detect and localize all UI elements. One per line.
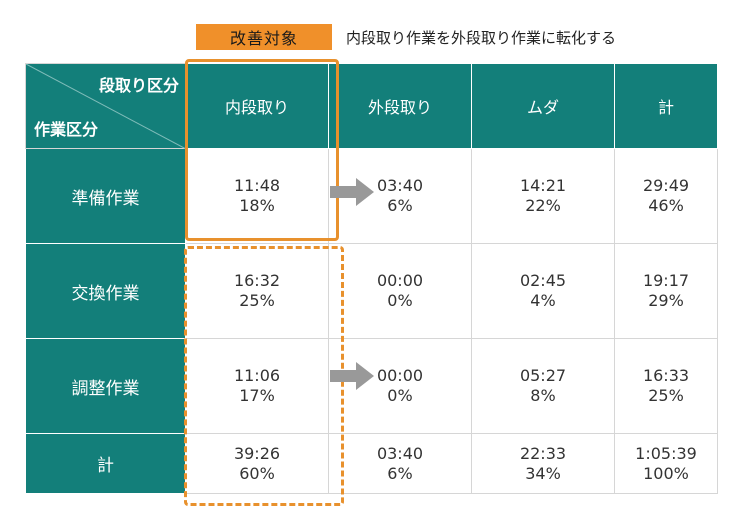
- table-cell: 14:21 22%: [471, 148, 615, 244]
- cell-time: 02:45: [519, 271, 567, 290]
- cell-time: 19:17: [642, 271, 690, 290]
- column-header-internal-setup: 内段取り: [185, 63, 329, 149]
- cell-percent: 34%: [525, 463, 561, 483]
- cell-percent: 46%: [648, 196, 684, 215]
- cell-time: 22:33: [519, 443, 567, 463]
- table-cell: 03:40 6%: [328, 433, 472, 494]
- table-cell: 39:26 60%: [185, 433, 329, 494]
- cell-percent: 17%: [239, 386, 275, 405]
- cell-time: 00:00: [376, 366, 424, 385]
- table-row-total: 計 39:26 60% 03:40 6% 22:33 34% 1:05:39 100%: [25, 433, 718, 494]
- cell-percent: 8%: [530, 386, 556, 405]
- table-row-preparation: 準備作業 11:48 18% 03:40 6% 14:21 22% 29:49 46%: [25, 148, 718, 244]
- corner-diagonal-line: [26, 64, 186, 149]
- improvement-target-label: 改善対象: [196, 24, 332, 50]
- corner-top-label: 段取り区分: [98, 76, 179, 95]
- cell-percent: 0%: [387, 291, 413, 310]
- table-row-exchange: 交換作業 16:32 25% 00:00 0% 02:45 4% 19:17 29%: [25, 243, 718, 339]
- cell-time: 29:49: [642, 176, 690, 195]
- table-cell: 03:40 6%: [328, 148, 472, 244]
- cell-percent: 6%: [387, 463, 413, 483]
- row-header-preparation: 準備作業: [25, 148, 186, 244]
- cell-time: 11:06: [233, 366, 281, 385]
- cell-percent: 25%: [239, 291, 275, 310]
- cell-time: 05:27: [519, 366, 567, 385]
- table-cell: 00:00 0%: [328, 338, 472, 434]
- table-cell: 16:33 25%: [614, 338, 718, 434]
- cell-time: 39:26: [233, 443, 281, 463]
- table-cell: 19:17 29%: [614, 243, 718, 339]
- column-header-waste: ムダ: [471, 63, 615, 149]
- table-row-adjustment: 調整作業 11:06 17% 00:00 0% 05:27 8% 16:33 25%: [25, 338, 718, 434]
- cell-percent: 18%: [239, 196, 275, 215]
- cell-percent: 29%: [648, 291, 684, 310]
- cell-time: 1:05:39: [635, 443, 697, 463]
- table-cell: 29:49 46%: [614, 148, 718, 244]
- column-header-total: 計: [614, 63, 718, 149]
- table-cell: 1:05:39 100%: [614, 433, 718, 494]
- corner-bottom-label: 作業区分: [34, 120, 99, 139]
- cell-time: 00:00: [376, 271, 424, 290]
- cell-time: 16:32: [233, 271, 281, 290]
- row-header-exchange: 交換作業: [25, 243, 186, 339]
- table-cell: 16:32 25%: [185, 243, 329, 339]
- setup-time-matrix: 段取り区分 作業区分 内段取り 外段取り ムダ 計 準備作業 11:48 18% …: [25, 63, 718, 494]
- improvement-description: 内段取り作業を外段取り作業に転化する: [346, 28, 617, 47]
- cell-percent: 100%: [643, 463, 689, 483]
- cell-percent: 22%: [525, 196, 561, 215]
- cell-time: 03:40: [376, 176, 424, 195]
- cell-time: 03:40: [376, 443, 424, 463]
- cell-percent: 25%: [648, 386, 684, 405]
- table-cell: 00:00 0%: [328, 243, 472, 339]
- table-cell: 02:45 4%: [471, 243, 615, 339]
- cell-percent: 60%: [239, 463, 275, 483]
- cell-time: 16:33: [642, 366, 690, 385]
- table-cell: 05:27 8%: [471, 338, 615, 434]
- row-header-total: 計: [25, 433, 186, 494]
- row-header-adjustment: 調整作業: [25, 338, 186, 434]
- corner-header: 段取り区分 作業区分: [25, 63, 186, 149]
- cell-percent: 0%: [387, 386, 413, 405]
- column-header-external-setup: 外段取り: [328, 63, 472, 149]
- cell-time: 11:48: [233, 176, 281, 195]
- table-cell: 11:06 17%: [185, 338, 329, 434]
- cell-percent: 6%: [387, 196, 413, 215]
- cell-percent: 4%: [530, 291, 556, 310]
- cell-time: 14:21: [519, 176, 567, 195]
- table-cell: 11:48 18%: [185, 148, 329, 244]
- table-cell: 22:33 34%: [471, 433, 615, 494]
